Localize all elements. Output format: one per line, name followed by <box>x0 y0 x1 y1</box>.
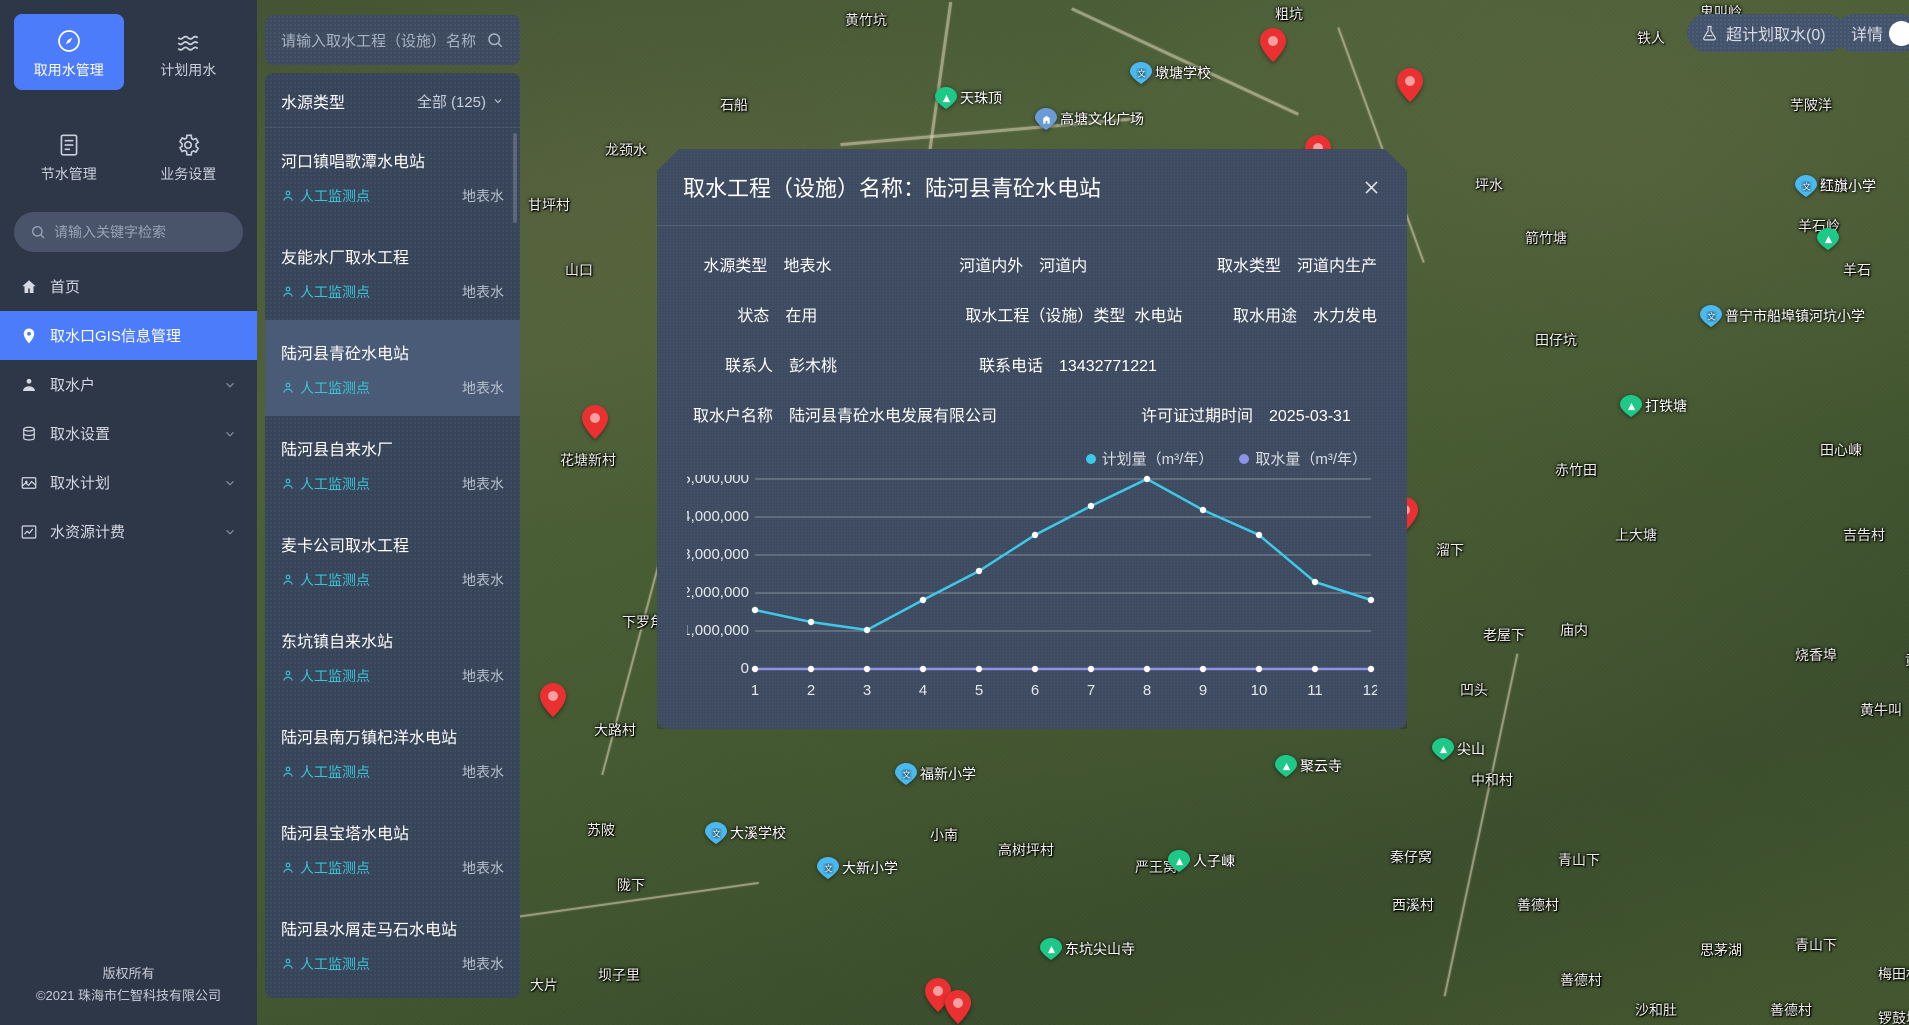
svg-text:文: 文 <box>1802 181 1810 191</box>
svg-text:12: 12 <box>1363 682 1377 699</box>
svg-text:7: 7 <box>1087 682 1095 699</box>
svg-text:11: 11 <box>1307 682 1323 699</box>
svg-text:4: 4 <box>919 682 927 699</box>
svg-text:8: 8 <box>1143 682 1151 699</box>
svg-text:6: 6 <box>1031 682 1039 699</box>
svg-text:5: 5 <box>975 682 983 699</box>
svg-text:文: 文 <box>1707 311 1715 321</box>
svg-text:1: 1 <box>751 682 759 699</box>
svg-text:2,000,000: 2,000,000 <box>687 584 749 601</box>
svg-text:3,000,000: 3,000,000 <box>687 546 749 563</box>
svg-text:文: 文 <box>1137 68 1145 78</box>
svg-text:文: 文 <box>902 769 910 779</box>
svg-text:2: 2 <box>807 682 815 699</box>
svg-text:1,000,000: 1,000,000 <box>687 622 749 639</box>
svg-text:文: 文 <box>824 863 832 873</box>
svg-text:4,000,000: 4,000,000 <box>687 508 749 525</box>
svg-text:文: 文 <box>712 828 720 838</box>
svg-text:10: 10 <box>1251 682 1268 699</box>
svg-text:9: 9 <box>1199 682 1207 699</box>
svg-text:3: 3 <box>863 682 871 699</box>
svg-text:0: 0 <box>741 660 749 677</box>
svg-text:5,000,000: 5,000,000 <box>687 475 749 487</box>
